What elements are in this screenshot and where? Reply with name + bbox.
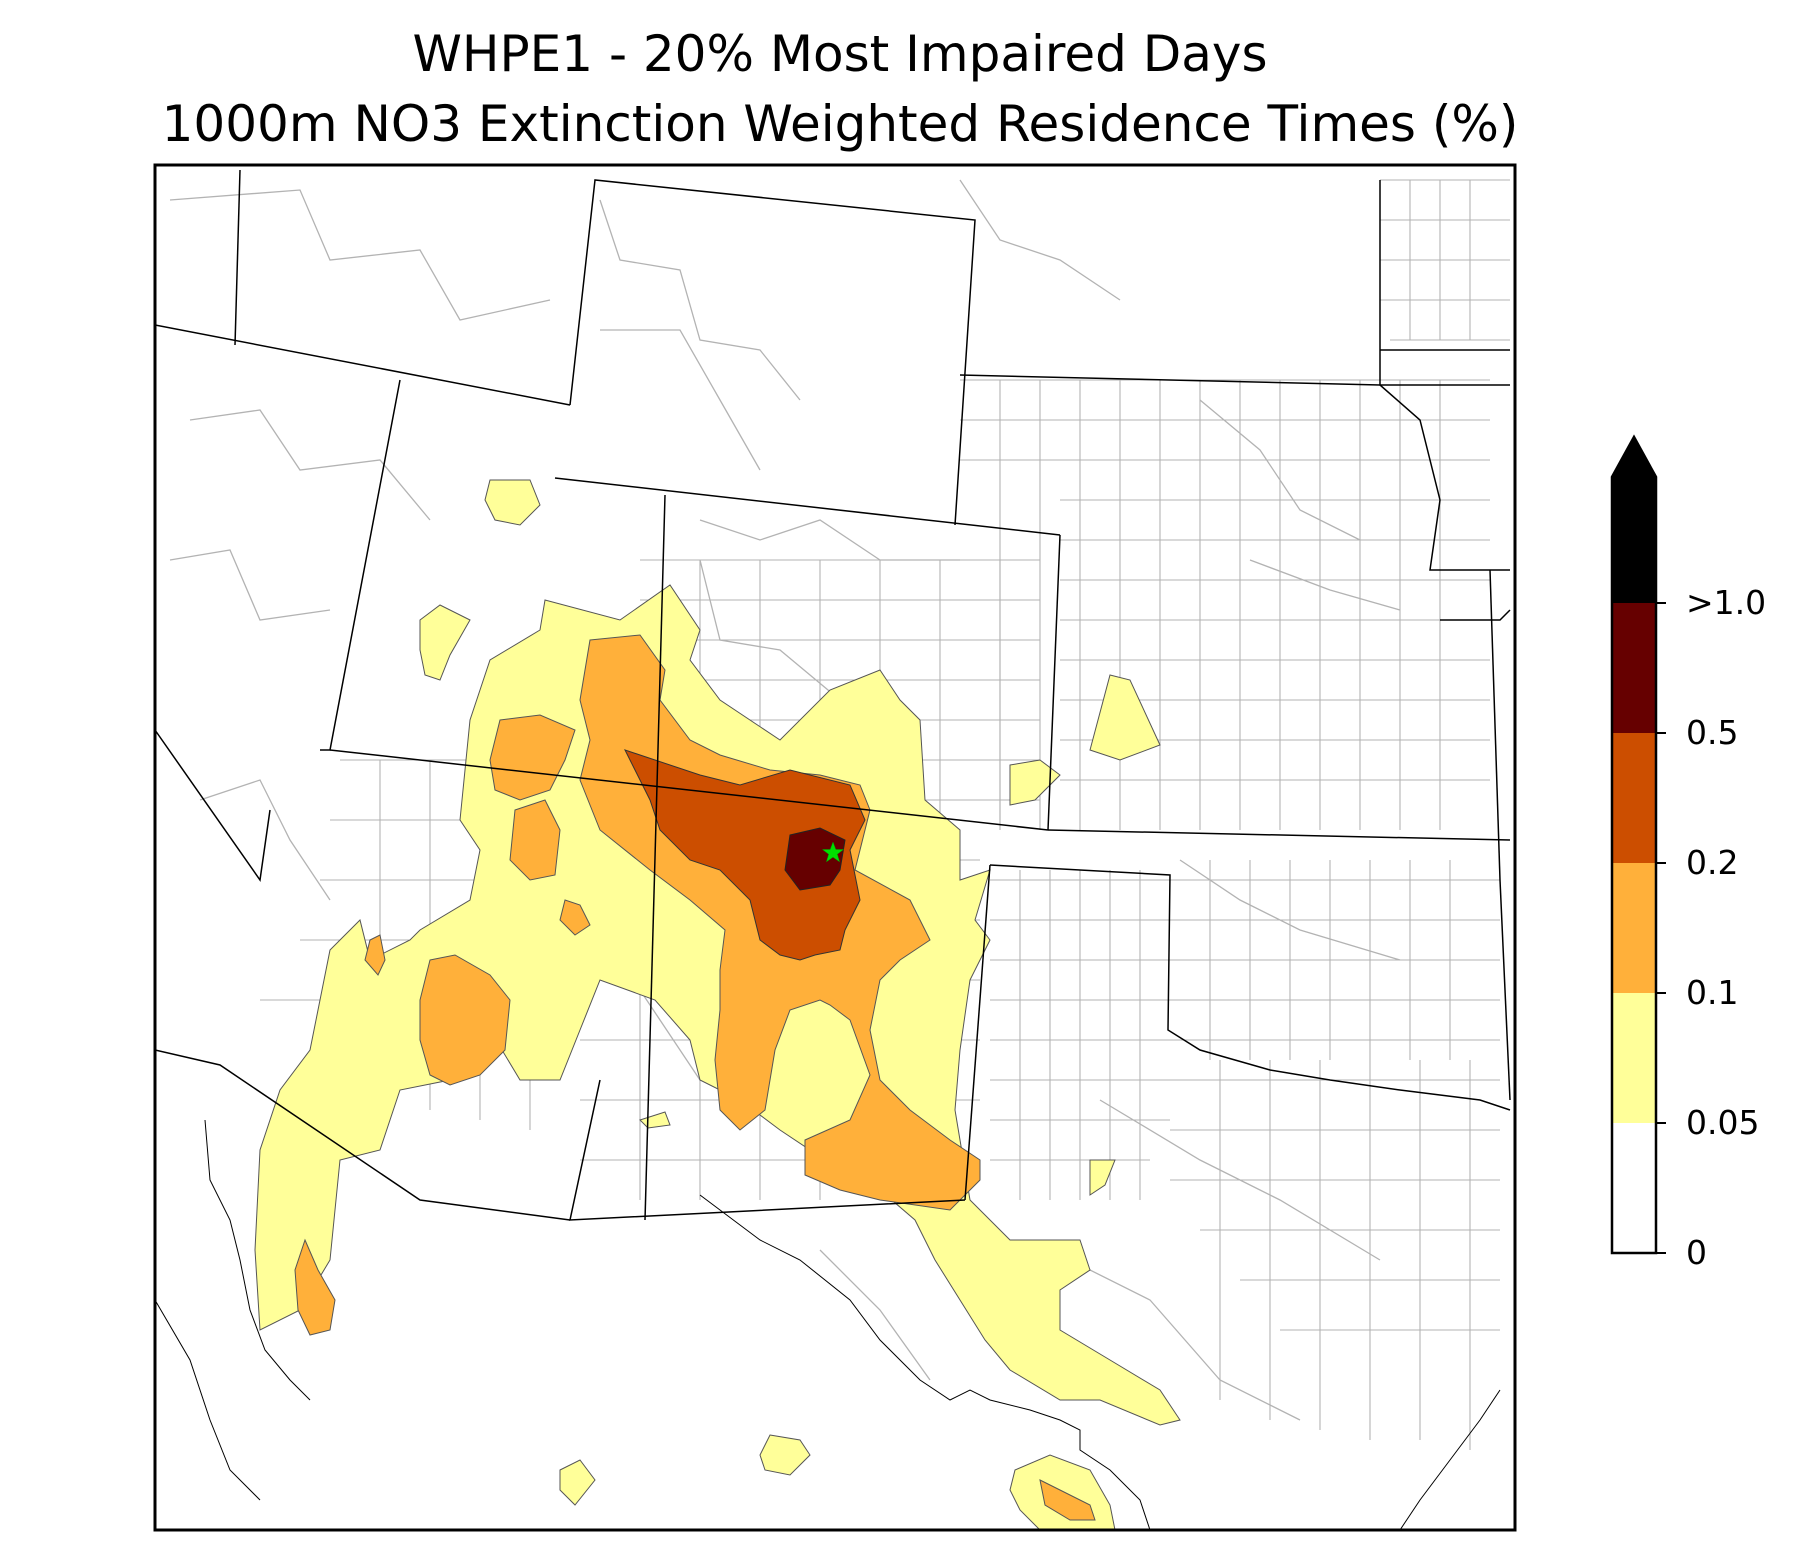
map-frame [153, 163, 1517, 1532]
colorbar-band-0.1 [1612, 863, 1656, 993]
colorbar-band-0.5 [1612, 603, 1656, 733]
colorbar-band-0 [1612, 1123, 1656, 1253]
chart-subtitle: 1000m NO3 Extinction Weighted Residence … [161, 95, 1519, 153]
colorbar [1610, 434, 1666, 1255]
chart-title: WHPE1 - 20% Most Impaired Days [412, 25, 1268, 83]
state-boundaries [155, 169, 1511, 1221]
colorbar-tick-label: 0.05 [1686, 1103, 1760, 1142]
colorbar-band-0.05 [1612, 993, 1656, 1123]
colorbar-tick-label: 0.1 [1686, 973, 1739, 1012]
colorbar-band->1.0 [1612, 477, 1656, 603]
coastline [155, 1119, 1501, 1530]
contour-fill-0.05 [254, 479, 1181, 1530]
colorbar-band-0.2 [1612, 733, 1656, 863]
site-marker-star [821, 841, 845, 863]
colorbar-outline [1610, 434, 1658, 1255]
contour-fill-0.5 [784, 827, 846, 891]
colorbar-tick-label: 0.2 [1686, 843, 1739, 882]
colorbar-tick-label: >1.0 [1686, 583, 1767, 622]
colorbar-extend-arrow [1612, 437, 1656, 477]
colorbar-tick-label: 0 [1686, 1233, 1707, 1272]
colorbar-tick-label: 0.5 [1686, 713, 1739, 752]
